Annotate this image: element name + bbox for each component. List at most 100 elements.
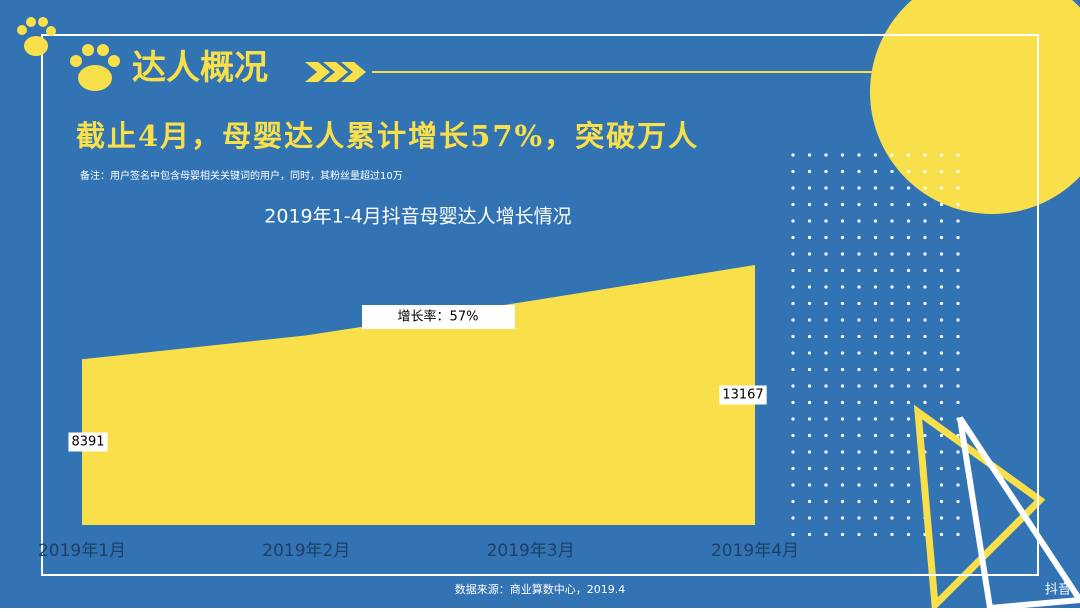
dot <box>939 450 944 454</box>
dot <box>873 285 878 289</box>
dot <box>956 268 960 273</box>
dot <box>890 351 894 355</box>
paw-icon <box>17 17 120 91</box>
x-tick-label: 2019年4月 <box>711 541 799 561</box>
dot <box>807 532 812 537</box>
dot <box>890 400 894 405</box>
dot <box>923 268 927 273</box>
x-tick-label: 2019年2月 <box>262 541 350 561</box>
dot <box>923 285 927 289</box>
dot <box>939 400 944 405</box>
dot <box>807 252 812 256</box>
dot <box>939 351 944 355</box>
dot <box>807 483 812 487</box>
dot <box>857 235 861 240</box>
dot <box>923 153 927 157</box>
dot <box>807 268 812 273</box>
dot <box>873 532 878 537</box>
dot <box>923 318 927 322</box>
annotation-box <box>362 305 515 329</box>
dot <box>857 202 861 207</box>
dot <box>807 400 812 405</box>
dot <box>840 532 845 537</box>
dot <box>873 334 878 339</box>
x-tick-label: 2019年1月 <box>38 541 126 561</box>
dot <box>906 169 911 174</box>
dot <box>956 219 960 223</box>
dot <box>873 483 878 487</box>
dot <box>939 169 944 174</box>
dot <box>857 466 861 471</box>
dot <box>873 351 878 355</box>
dot <box>857 417 861 421</box>
dot <box>791 268 795 273</box>
dot <box>857 367 861 372</box>
dot <box>939 235 944 240</box>
dot <box>807 417 812 421</box>
dot <box>824 186 828 190</box>
dot <box>807 516 812 520</box>
dot <box>807 351 812 355</box>
dot <box>956 450 960 454</box>
dot <box>840 384 845 388</box>
deco-triangle <box>957 416 1080 612</box>
dot <box>923 351 927 355</box>
dot <box>807 499 812 504</box>
dot <box>956 186 960 190</box>
dot <box>890 268 894 273</box>
dot <box>824 301 828 306</box>
dot <box>807 318 812 322</box>
dot <box>873 202 878 207</box>
dot <box>873 169 878 174</box>
deco-circle <box>870 0 1080 214</box>
dot <box>890 202 894 207</box>
dot <box>857 169 861 174</box>
dot <box>906 334 911 339</box>
dot <box>824 400 828 405</box>
dot <box>956 252 960 256</box>
dot <box>956 318 960 322</box>
dot <box>791 499 795 504</box>
dot <box>939 532 944 537</box>
dot <box>807 367 812 372</box>
dot <box>824 367 828 372</box>
dot <box>791 186 795 190</box>
dot <box>890 169 894 174</box>
dot <box>923 202 927 207</box>
dot <box>939 301 944 306</box>
dot <box>906 186 911 190</box>
x-tick-label: 2019年3月 <box>487 541 575 561</box>
dot <box>873 450 878 454</box>
dot <box>824 219 828 223</box>
dot <box>824 153 828 157</box>
dot <box>791 235 795 240</box>
dot <box>939 268 944 273</box>
dot <box>791 433 795 438</box>
dot <box>939 483 944 487</box>
dot <box>791 400 795 405</box>
dot <box>807 450 812 454</box>
dot <box>857 433 861 438</box>
frame <box>41 34 1039 576</box>
dot <box>791 417 795 421</box>
dot <box>840 334 845 339</box>
dot <box>840 450 845 454</box>
dot <box>824 384 828 388</box>
dot <box>824 202 828 207</box>
dot <box>840 186 845 190</box>
dot <box>791 202 795 207</box>
dot <box>939 417 944 421</box>
dot <box>956 285 960 289</box>
dot <box>791 285 795 289</box>
dot <box>956 351 960 355</box>
dot <box>807 433 812 438</box>
dot <box>890 186 894 190</box>
dot <box>890 235 894 240</box>
dot <box>939 334 944 339</box>
note: 备注：用户签名中包含母婴相关关键词的用户，同时，其粉丝量超过10万 <box>80 169 403 182</box>
dot <box>824 334 828 339</box>
dot <box>857 516 861 520</box>
dot <box>923 384 927 388</box>
dot <box>890 483 894 487</box>
